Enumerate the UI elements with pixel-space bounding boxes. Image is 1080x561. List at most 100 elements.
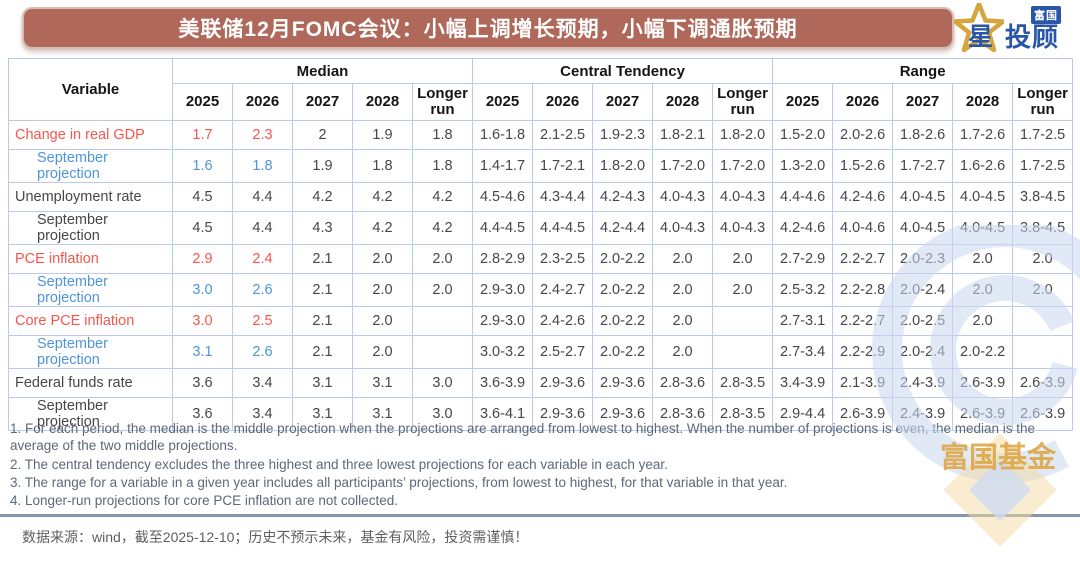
value-cell: 4.2 — [292, 182, 353, 212]
variable-cell: September projection — [8, 397, 173, 431]
title-banner: 美联储12月FOMC会议：小幅上调增长预期，小幅下调通胀预期 — [22, 7, 954, 49]
value-cell: 2.0-2.2 — [592, 335, 654, 369]
value-cell: 4.0-4.3 — [652, 182, 714, 212]
value-cell: 4.5-4.6 — [472, 182, 534, 212]
value-cell: 2.0-2.2 — [592, 244, 654, 274]
value-cell: 2.1 — [292, 273, 353, 307]
value-cell: 1.8-2.1 — [652, 120, 714, 150]
value-cell: 2.5 — [232, 306, 293, 336]
value-cell: 2.0-2.4 — [892, 335, 954, 369]
value-cell: 2.6-3.9 — [952, 368, 1014, 398]
year-header-longer-run: Longer run — [712, 83, 774, 121]
year-header-2027: 2027 — [292, 83, 353, 121]
value-cell: 3.1 — [292, 397, 353, 431]
value-cell: 2.0 — [652, 273, 714, 307]
value-cell: 2.2-2.9 — [832, 335, 894, 369]
value-cell — [411, 335, 474, 369]
variable-cell: September projection — [8, 211, 173, 245]
value-cell: 4.0-4.5 — [952, 211, 1014, 245]
value-cell: 3.8-4.5 — [1012, 182, 1074, 212]
value-cell: 4.0-4.5 — [952, 182, 1014, 212]
value-cell: 3.1 — [352, 397, 413, 431]
table-row: Change in real GDP 1.7 2.3 2 1.9 1.8 1.6-1.8 2.… — [8, 120, 1074, 150]
value-cell: 2.6 — [232, 335, 293, 369]
value-cell: 4.2 — [352, 211, 413, 245]
table-row: PCE inflation 2.9 2.4 2.1 2.0 2.0 2.8-2.9 2.3-2… — [8, 244, 1074, 274]
value-cell: 2.1-2.5 — [532, 120, 594, 150]
value-cell — [411, 306, 474, 336]
group-header-central-tendency: Central Tendency — [472, 58, 774, 84]
value-cell: 2.9-3.0 — [472, 306, 534, 336]
value-cell: 2.0 — [952, 273, 1014, 307]
value-cell: 2.8-3.5 — [712, 368, 774, 398]
table-row: Core PCE inflation 3.0 2.5 2.1 2.0 2.9-3.0 2.4… — [8, 306, 1074, 336]
value-cell: 2.4-2.7 — [532, 273, 594, 307]
year-header-2025: 2025 — [172, 83, 233, 121]
value-cell: 4.0-4.5 — [892, 211, 954, 245]
value-cell: 2.0-2.6 — [832, 120, 894, 150]
value-cell: 2.0 — [652, 335, 714, 369]
brand-main-label: 投顾 — [1005, 22, 1060, 53]
value-cell: 2.0 — [411, 273, 474, 307]
value-cell: 2.8-3.5 — [712, 397, 774, 431]
value-cell: 3.1 — [292, 368, 353, 398]
logo-star-char: 星 — [968, 23, 994, 51]
table-row: September projection 3.0 2.6 2.1 2.0 2.0 2.9-3… — [8, 273, 1074, 307]
value-cell: 2.1 — [292, 335, 353, 369]
value-cell: 2.0 — [712, 244, 774, 274]
variable-cell: Federal funds rate — [8, 368, 173, 398]
value-cell: 2.1 — [292, 244, 353, 274]
table-row: September projection 3.1 2.6 2.1 2.0 3.0-3.2 2… — [8, 335, 1074, 369]
year-header-2028: 2028 — [652, 83, 714, 121]
value-cell: 4.5 — [172, 182, 233, 212]
value-cell: 1.3-2.0 — [772, 149, 834, 183]
value-cell: 1.8-2.0 — [592, 149, 654, 183]
value-cell: 1.9 — [352, 120, 413, 150]
value-cell: 4.4 — [232, 211, 293, 245]
value-cell: 3.6-4.1 — [472, 397, 534, 431]
value-cell: 2.0 — [952, 244, 1014, 274]
value-cell: 4.5 — [172, 211, 233, 245]
value-cell: 2.5-2.7 — [532, 335, 594, 369]
value-cell: 4.0-4.3 — [652, 211, 714, 245]
value-cell: 1.7-2.1 — [532, 149, 594, 183]
value-cell: 4.2-4.4 — [592, 211, 654, 245]
group-header-median: Median — [171, 58, 474, 84]
variable-cell: Unemployment rate — [8, 182, 173, 212]
value-cell: 2.0 — [352, 244, 413, 274]
value-cell: 2.0 — [952, 306, 1014, 336]
footnote-3: 3. The range for a variable in a given y… — [10, 474, 788, 490]
value-cell: 4.2 — [411, 211, 474, 245]
table-row: September projection 1.6 1.8 1.9 1.8 1.8 1.4-1… — [8, 149, 1074, 183]
value-cell: 2.9-3.6 — [532, 368, 594, 398]
value-cell: 2.2-2.8 — [832, 273, 894, 307]
value-cell: 2.0-2.3 — [892, 244, 954, 274]
star-icon: 星 — [954, 3, 1004, 55]
value-cell: 2.1-3.9 — [832, 368, 894, 398]
year-header-2027: 2027 — [592, 83, 654, 121]
value-cell: 3.0-3.2 — [472, 335, 534, 369]
table-row: Unemployment rate 4.5 4.4 4.2 4.2 4.2 4.5-4.6 4… — [8, 182, 1074, 212]
value-cell: 2.0 — [1012, 244, 1074, 274]
value-cell: 2.0 — [652, 306, 714, 336]
value-cell: 1.8-2.0 — [712, 120, 774, 150]
value-cell: 3.1 — [352, 368, 413, 398]
value-cell: 2.0-2.2 — [952, 335, 1014, 369]
value-cell: 3.6 — [172, 368, 233, 398]
value-cell: 4.4-4.5 — [532, 211, 594, 245]
value-cell: 2.9-4.4 — [772, 397, 834, 431]
value-cell: 2.2-2.7 — [832, 244, 894, 274]
year-header-2027: 2027 — [892, 83, 954, 121]
value-cell: 2.7-2.9 — [772, 244, 834, 274]
value-cell: 1.7-2.0 — [712, 149, 774, 183]
value-cell — [712, 335, 774, 369]
value-cell: 3.0 — [172, 273, 233, 307]
value-cell: 3.6-3.9 — [472, 368, 534, 398]
value-cell: 1.8 — [411, 120, 474, 150]
value-cell: 2.8-3.6 — [652, 368, 714, 398]
value-cell: 2.7-3.4 — [772, 335, 834, 369]
value-cell: 2.5-3.2 — [772, 273, 834, 307]
value-cell: 1.4-1.7 — [472, 149, 534, 183]
value-cell: 2.0 — [352, 335, 413, 369]
